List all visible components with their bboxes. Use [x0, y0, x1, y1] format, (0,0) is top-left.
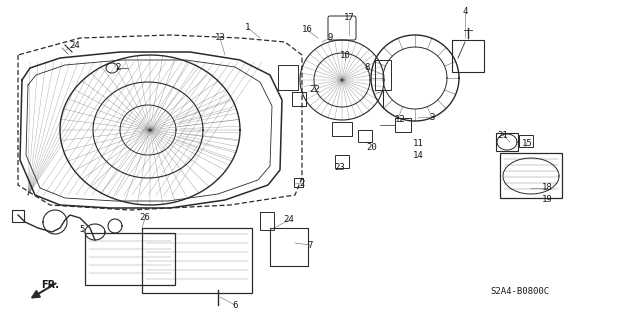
- Text: 22: 22: [310, 85, 321, 94]
- Text: 9: 9: [327, 33, 333, 42]
- Text: 2: 2: [115, 63, 121, 72]
- Text: 12: 12: [395, 115, 405, 124]
- Bar: [294, 178, 303, 187]
- Text: 16: 16: [301, 26, 312, 34]
- Text: 11: 11: [413, 138, 424, 147]
- Bar: [85, 233, 175, 285]
- Text: 6: 6: [232, 300, 237, 309]
- Text: 21: 21: [498, 130, 508, 139]
- Bar: [12, 210, 24, 222]
- Bar: [358, 130, 372, 142]
- Bar: [332, 122, 352, 136]
- Bar: [519, 135, 533, 147]
- Bar: [500, 153, 562, 198]
- Bar: [395, 118, 411, 132]
- Bar: [292, 92, 306, 106]
- Text: 8: 8: [364, 63, 370, 72]
- Bar: [142, 228, 252, 293]
- Text: 18: 18: [541, 183, 552, 192]
- Text: FR.: FR.: [41, 280, 59, 290]
- Text: 4: 4: [462, 8, 468, 17]
- Text: 23: 23: [335, 164, 346, 173]
- Text: 26: 26: [140, 213, 150, 222]
- Text: 24: 24: [284, 216, 294, 225]
- Text: 20: 20: [367, 144, 378, 152]
- Bar: [270, 228, 308, 266]
- Text: 10: 10: [340, 50, 350, 60]
- Text: S2A4-B0800C: S2A4-B0800C: [490, 287, 549, 296]
- Bar: [278, 65, 298, 90]
- Text: 19: 19: [541, 196, 552, 204]
- Text: 15: 15: [522, 138, 532, 147]
- Bar: [496, 133, 518, 151]
- Text: 2: 2: [300, 179, 305, 188]
- Text: 13: 13: [214, 33, 225, 42]
- Bar: [375, 60, 391, 90]
- Text: 24: 24: [70, 41, 81, 49]
- Text: 17: 17: [344, 13, 355, 23]
- Bar: [452, 40, 484, 72]
- Bar: [260, 212, 274, 230]
- Text: 3: 3: [429, 113, 435, 122]
- Text: 14: 14: [413, 151, 424, 160]
- Text: 1: 1: [245, 24, 251, 33]
- Text: 7: 7: [307, 241, 313, 249]
- Bar: [335, 155, 349, 168]
- Text: 5: 5: [79, 226, 84, 234]
